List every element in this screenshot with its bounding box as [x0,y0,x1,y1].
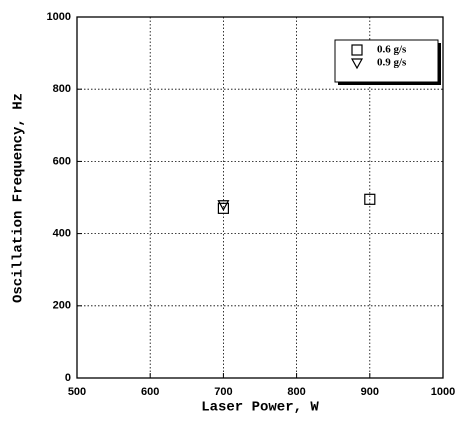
x-axis-label: Laser Power, W [201,400,319,416]
y-tick-label: 1000 [47,11,71,23]
y-tick-label: 400 [53,228,71,240]
x-tick-label: 800 [287,386,305,398]
x-tick-label: 700 [214,386,232,398]
legend-marker [351,44,363,56]
y-tick-label: 200 [53,300,71,312]
data-point [364,193,376,205]
x-tick-label: 600 [141,386,159,398]
y-tick-label: 600 [53,155,71,167]
x-tick-label: 1000 [431,386,455,398]
data-point [217,200,230,211]
plot-frame [76,16,444,379]
x-tick-label: 900 [361,386,379,398]
x-tick-label: 500 [68,386,86,398]
legend-label: 0.6 g/s [377,44,407,56]
legend-label: 0.9 g/s [377,57,407,69]
y-axis-label: Oscillation Frequency, Hz [11,93,27,303]
data-point [217,202,229,214]
y-tick-label: 0 [65,372,71,384]
legend-marker [350,58,364,70]
y-tick-label: 800 [53,83,71,95]
